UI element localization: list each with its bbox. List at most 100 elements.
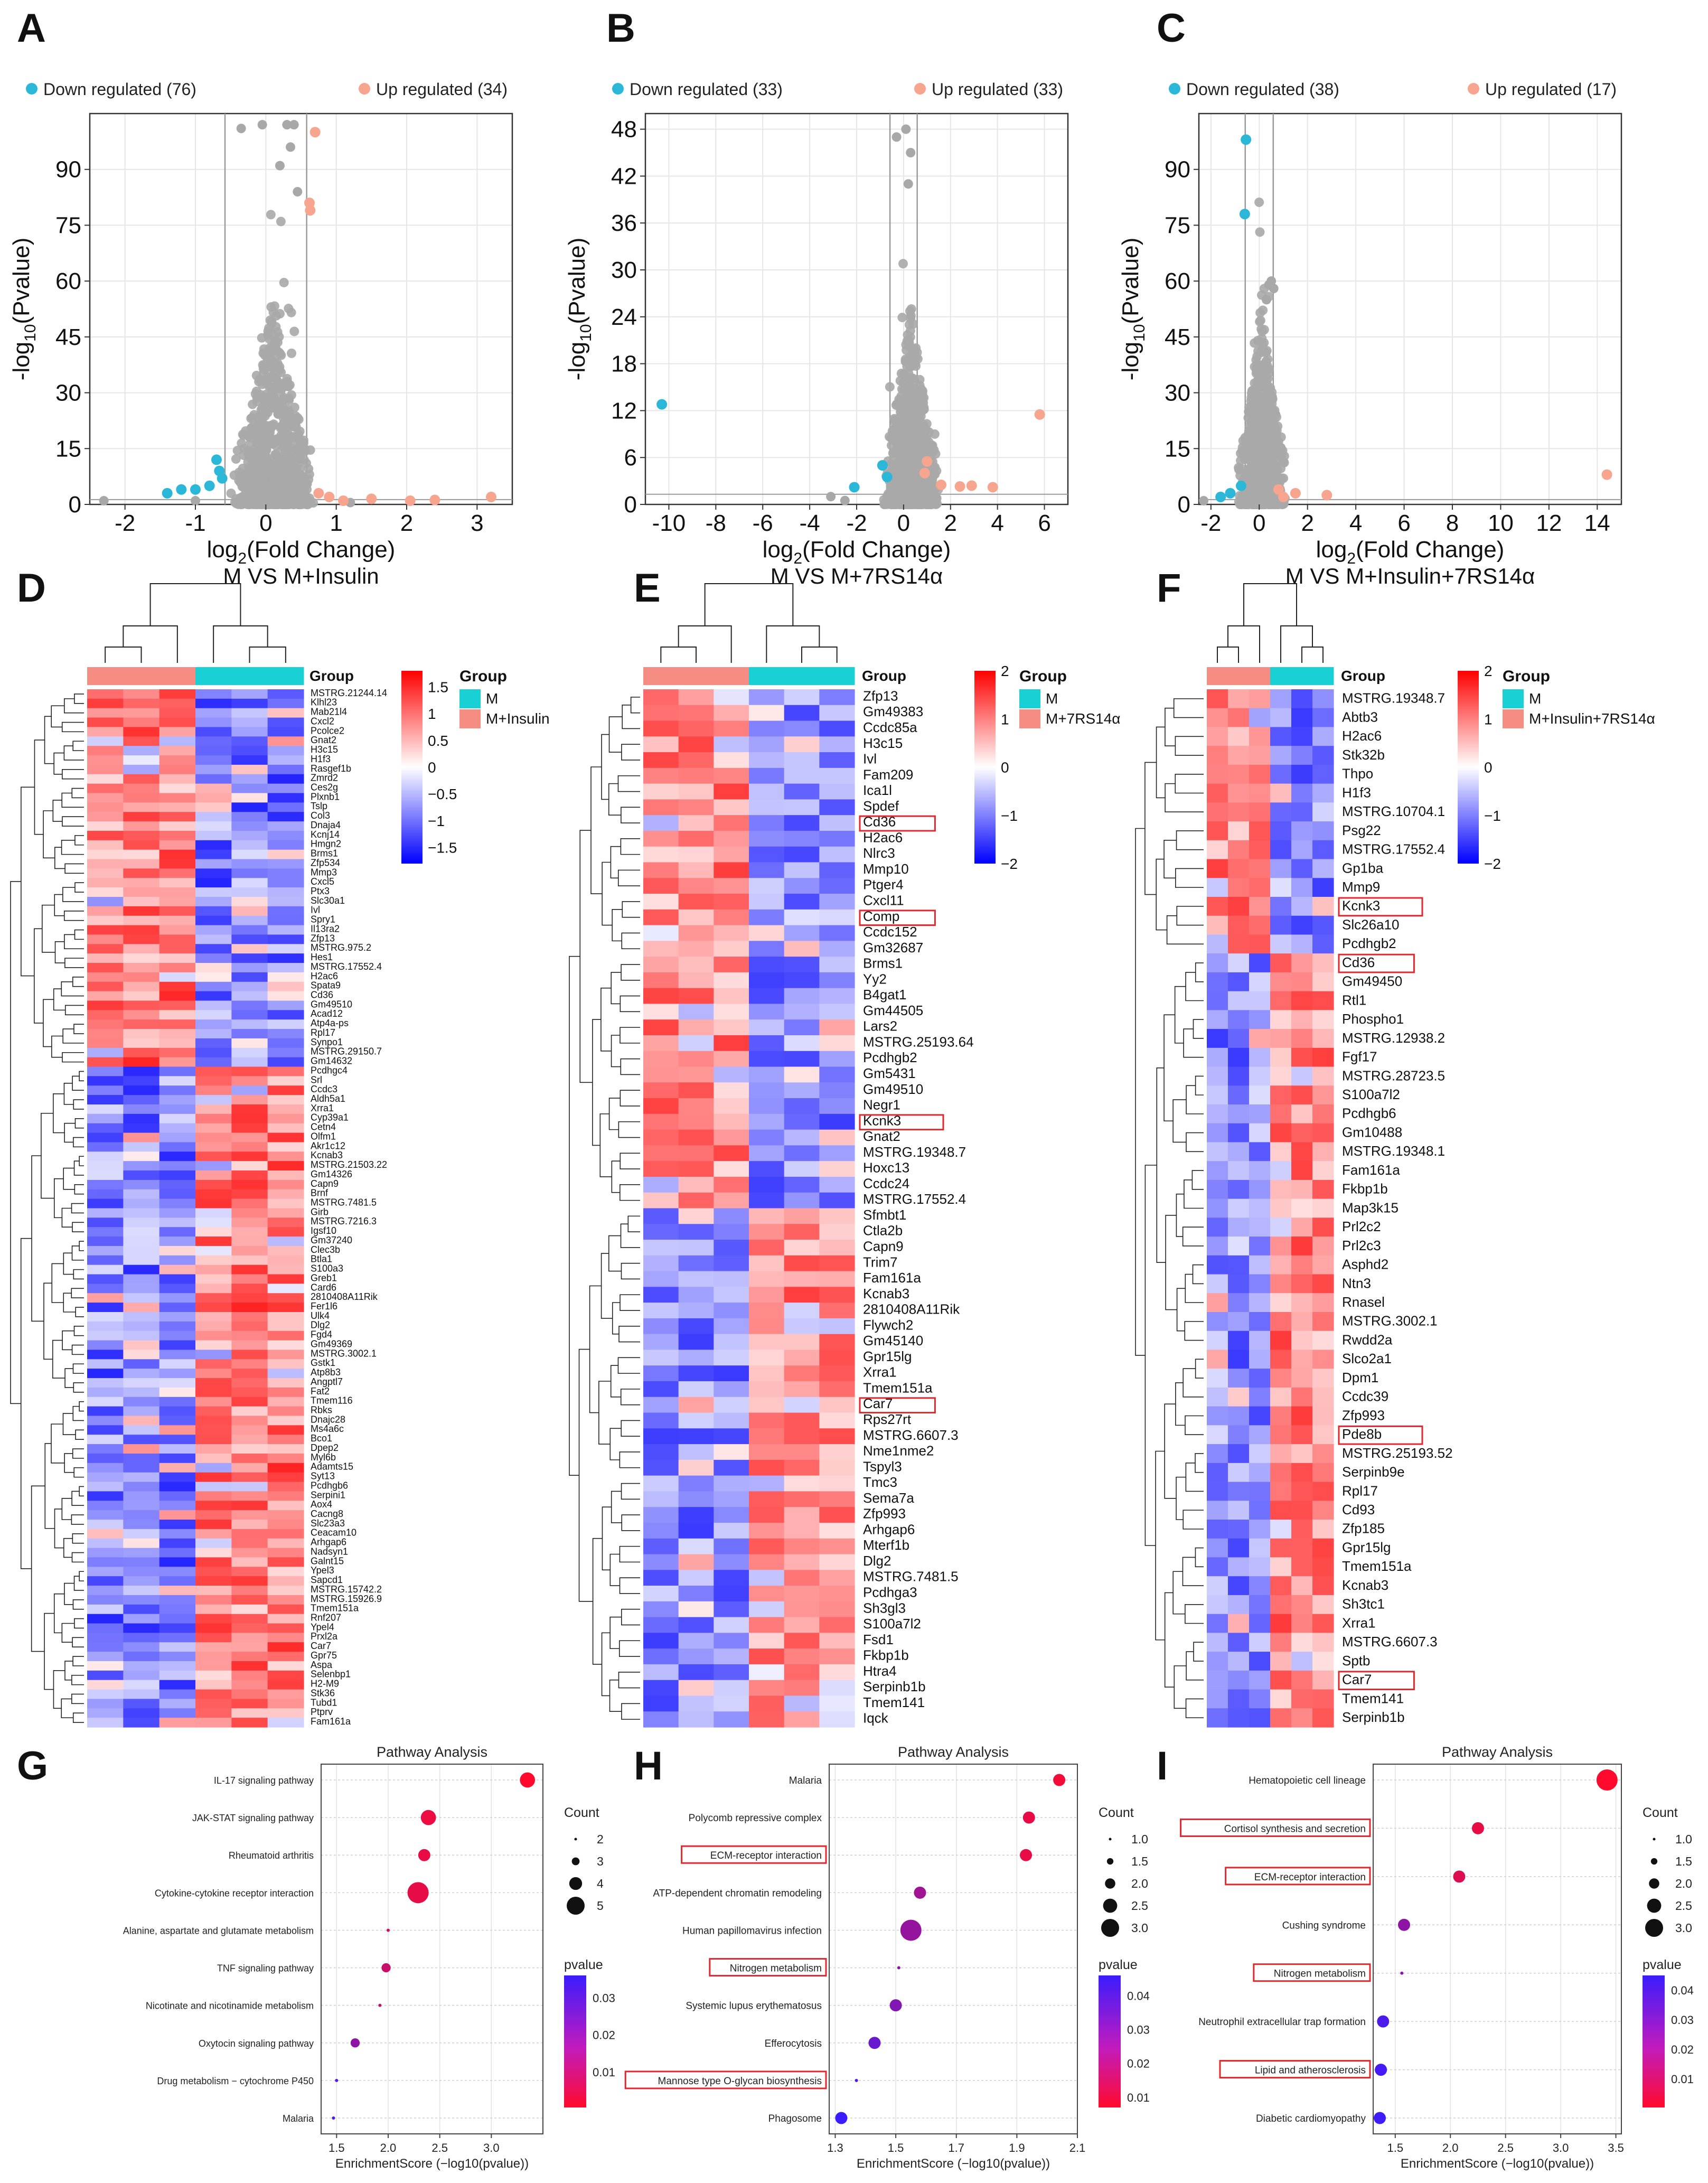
heatmap-cell — [749, 1240, 785, 1256]
heatmap-cell — [1312, 783, 1334, 803]
row-label: Gpr15lg — [863, 1348, 912, 1364]
heatmap-cell — [87, 1425, 124, 1435]
heatmap-cell — [159, 1161, 196, 1171]
heatmap-cell — [784, 815, 820, 831]
heatmap-cell — [643, 752, 679, 769]
row-label: MSTRG.17552.4 — [863, 1191, 966, 1207]
heatmap-cell — [267, 1520, 304, 1530]
heatmap-cell — [231, 859, 268, 869]
heatmap-cell — [123, 1576, 160, 1586]
dendrogram-branch — [611, 972, 622, 1005]
heatmap-cell — [678, 1365, 714, 1382]
heatmap-cell — [267, 793, 304, 803]
dendrogram-branch — [62, 769, 84, 780]
ns-point — [293, 473, 303, 483]
heatmap-cell — [1249, 1387, 1271, 1407]
heatmap-cell — [195, 1047, 232, 1058]
heatmap-cell — [714, 1066, 749, 1083]
heatmap-cell — [123, 1217, 160, 1228]
dendrogram-branch — [79, 1401, 84, 1412]
heatmap-cell — [195, 1274, 232, 1285]
heatmap-cell — [1270, 1595, 1292, 1615]
heatmap-cell — [123, 1151, 160, 1161]
heatmap-cell — [159, 1369, 196, 1379]
heatmap-cell — [1312, 1614, 1334, 1633]
heatmap-cell — [195, 1699, 232, 1709]
ns-point — [1254, 197, 1264, 207]
heatmap-cell — [123, 1331, 160, 1341]
heatmap-cell — [749, 1224, 785, 1240]
heatmap-cell — [819, 1019, 855, 1036]
heatmap-cell — [195, 783, 232, 794]
ns-point — [1260, 409, 1270, 419]
dendrogram-branch — [1165, 1215, 1177, 1310]
heatmap-cell — [123, 736, 160, 746]
y-axis-label-sub: 10 — [22, 324, 39, 342]
ns-point — [1256, 348, 1266, 358]
heatmap-cell — [1291, 1670, 1313, 1690]
heatmap-cell — [159, 1142, 196, 1152]
heatmap-cell — [87, 1019, 124, 1029]
dendrogram-branch — [21, 786, 35, 977]
row-label: Fgf17 — [1342, 1049, 1377, 1065]
dendrogram-branch — [44, 716, 54, 764]
heatmap-cell — [123, 1104, 160, 1114]
heatmap-cell — [195, 1680, 232, 1690]
x-tick-label: -4 — [800, 510, 820, 536]
row-label: Yy2 — [863, 971, 887, 987]
ns-point — [297, 446, 307, 456]
heatmap-cell — [1249, 764, 1271, 784]
heatmap-cell — [678, 1586, 714, 1602]
heatmap-cell — [231, 755, 268, 765]
heatmap-cell — [231, 1369, 268, 1379]
row-label: Gpr15lg — [1342, 1539, 1391, 1555]
heatmap-cell — [714, 1695, 749, 1712]
heatmap-cell — [819, 846, 855, 863]
dendrogram-branch — [72, 1075, 84, 1091]
heatmap-cell — [1207, 1463, 1228, 1483]
heatmap-cell — [1270, 746, 1292, 765]
heatmap-cell — [123, 1057, 160, 1067]
heatmap-cell — [159, 1132, 196, 1143]
heatmap-cell — [267, 1529, 304, 1539]
heatmap-cell — [231, 1510, 268, 1520]
ns-point — [904, 369, 914, 379]
heatmap-cell — [714, 1318, 749, 1335]
dendrogram-branch — [618, 1121, 640, 1138]
up-point — [313, 488, 324, 499]
heatmap-cell — [1270, 1576, 1292, 1596]
dendrogram-branch — [1183, 1510, 1204, 1530]
heatmap-cell — [1291, 1085, 1313, 1105]
heatmap-cell — [195, 1406, 232, 1417]
heatmap-cell — [1312, 1029, 1334, 1048]
heatmap-cell — [231, 1699, 268, 1709]
heatmap-cell — [1270, 1331, 1292, 1351]
ns-point — [257, 120, 267, 130]
count-legend-title: Count — [564, 1805, 599, 1820]
heatmap-cell — [159, 849, 196, 860]
heatmap-cell — [267, 1482, 304, 1492]
x-tick-label: -2 — [1200, 510, 1221, 536]
panel-label-a: A — [17, 6, 46, 51]
row-label: Fkbp1b — [863, 1647, 909, 1663]
row-label: MSTRG.19348.7 — [863, 1144, 966, 1160]
dendrogram-branch — [1144, 1165, 1157, 1546]
heatmap-cell — [1270, 1538, 1292, 1558]
heatmap-cell — [1228, 764, 1250, 784]
heatmap-cell — [1228, 1520, 1250, 1539]
heatmap-cell — [159, 1189, 196, 1200]
heatmap-cell — [87, 1406, 124, 1417]
heatmap-cell — [1312, 934, 1334, 954]
heatmap-cell — [159, 925, 196, 935]
dendrogram-branch — [1185, 1604, 1204, 1624]
heatmap-cell — [749, 1365, 785, 1382]
heatmap-cell — [231, 1548, 268, 1558]
heatmap-cell — [1312, 727, 1334, 746]
heatmap-cell — [819, 1004, 855, 1020]
heatmap-cell — [1207, 1293, 1228, 1313]
heatmap-cell — [643, 689, 679, 706]
heatmap-cell — [1207, 953, 1228, 973]
heatmap-cell — [819, 909, 855, 926]
heatmap-cell — [1291, 1274, 1313, 1294]
up-point — [1601, 469, 1612, 480]
